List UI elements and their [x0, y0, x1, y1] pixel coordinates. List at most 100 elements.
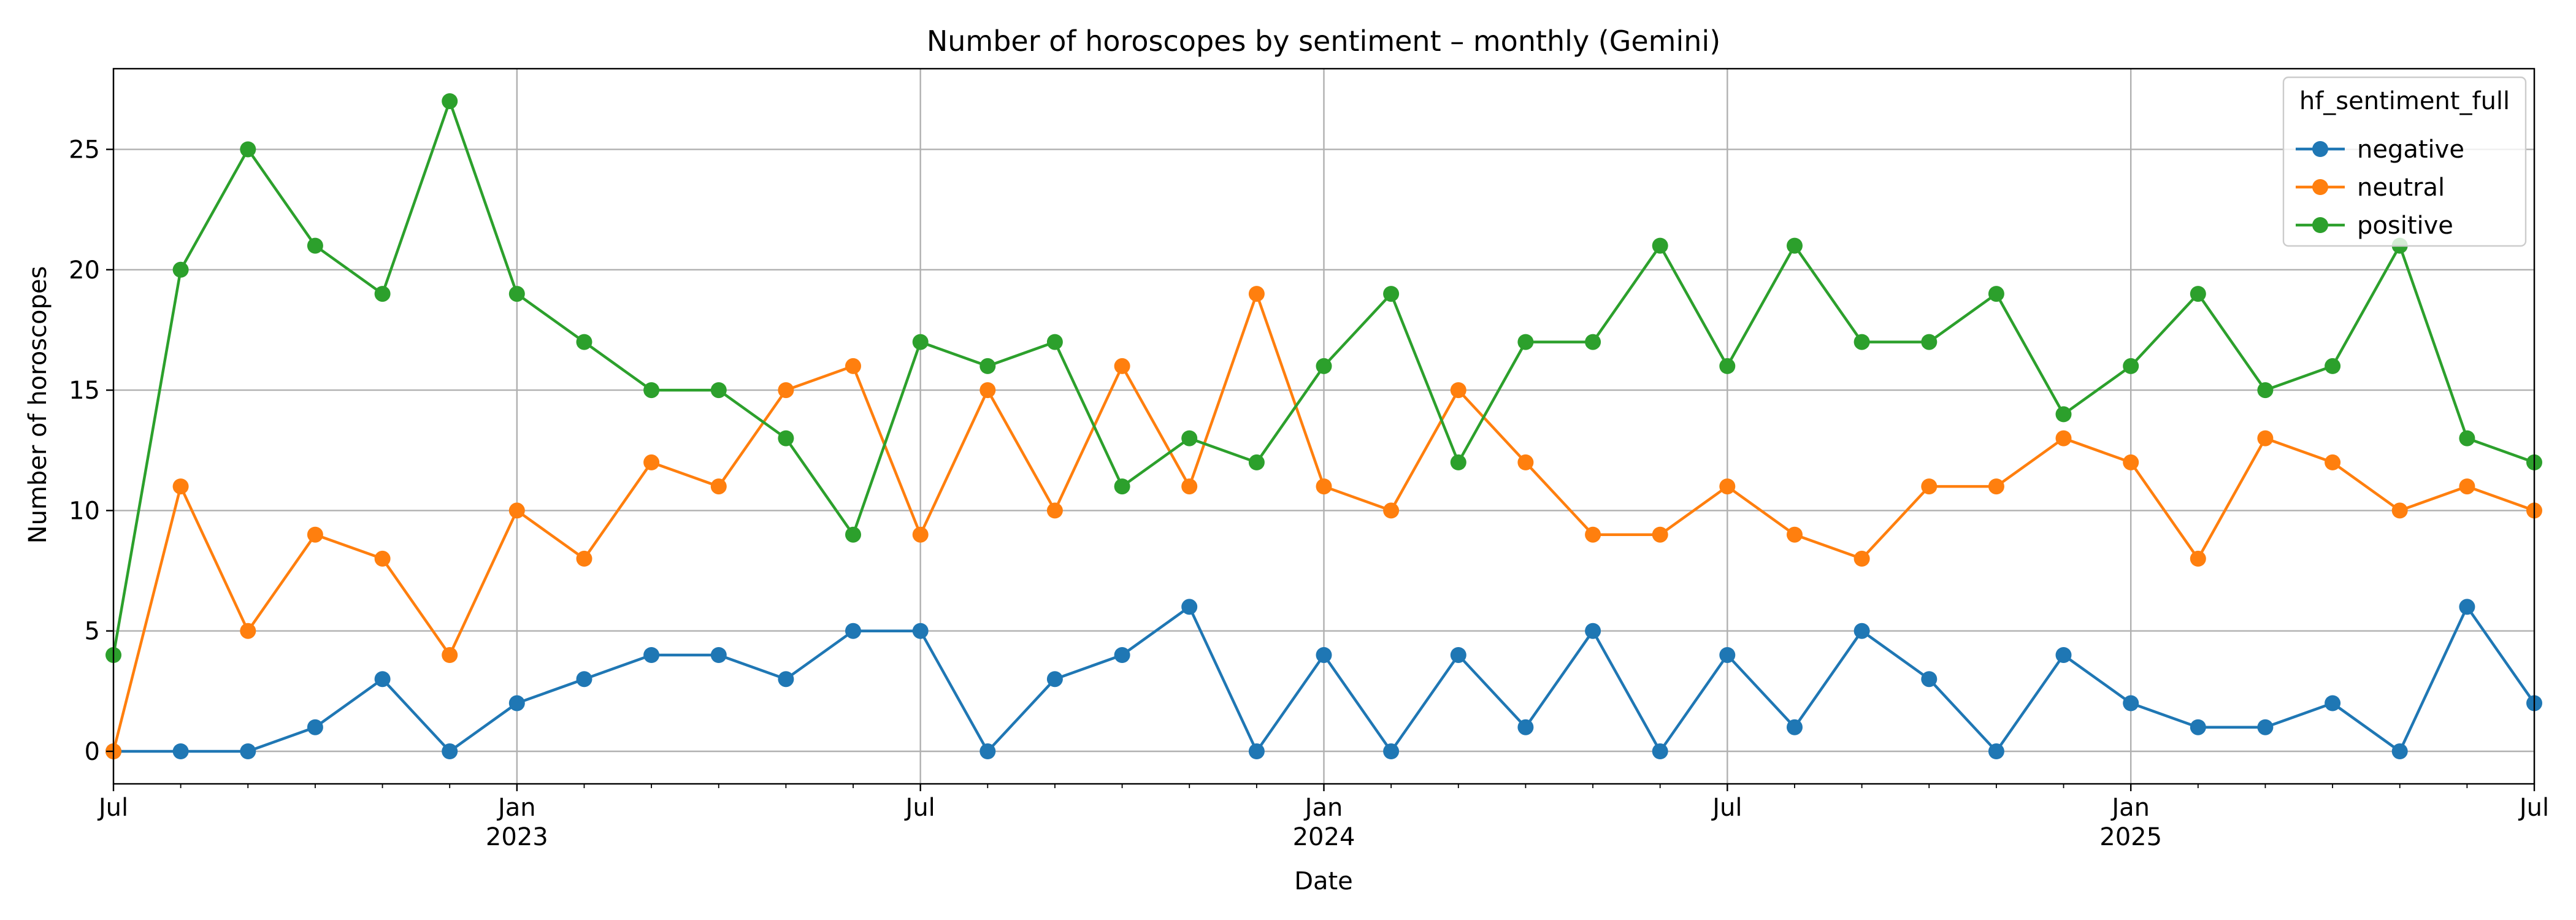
data-point-positive — [2257, 382, 2274, 399]
data-point-neutral — [643, 454, 660, 470]
data-point-positive — [912, 334, 929, 350]
x-tick-label: Jan — [1303, 794, 1343, 822]
data-point-negative — [2190, 719, 2206, 735]
data-point-negative — [508, 695, 525, 711]
y-tick-label: 5 — [85, 618, 100, 646]
x-tick-label: Jul — [1711, 794, 1742, 822]
data-point-positive — [1114, 478, 1130, 495]
data-point-negative — [1921, 671, 1938, 688]
data-point-neutral — [2123, 454, 2139, 470]
legend-label-negative: negative — [2357, 136, 2464, 164]
data-point-positive — [2123, 358, 2139, 374]
series-layer — [105, 93, 2542, 759]
data-point-positive — [172, 261, 189, 278]
data-point-positive — [845, 526, 861, 543]
x-tick-year-label: 2025 — [2099, 823, 2162, 851]
data-point-neutral — [2257, 430, 2274, 447]
data-point-negative — [1316, 647, 1332, 663]
data-point-neutral — [576, 550, 592, 567]
data-point-neutral — [1988, 478, 2004, 495]
data-point-positive — [1517, 334, 1534, 350]
data-point-positive — [2325, 358, 2341, 374]
data-point-neutral — [1046, 502, 1063, 519]
data-point-positive — [307, 237, 323, 254]
x-tick-label: Jan — [496, 794, 536, 822]
legend: hf_sentiment_full negative neutral positive — [2282, 76, 2527, 247]
x-tick-label: Jul — [97, 794, 128, 822]
data-point-neutral — [979, 382, 996, 399]
legend-label-positive: positive — [2357, 212, 2453, 240]
data-point-positive — [710, 382, 727, 399]
data-point-negative — [2123, 695, 2139, 711]
data-point-neutral — [172, 478, 189, 495]
data-point-positive — [1046, 334, 1063, 350]
y-tick-label: 20 — [69, 256, 100, 285]
x-tick-label: Jan — [2110, 794, 2150, 822]
data-point-negative — [845, 623, 861, 639]
data-point-negative — [172, 743, 189, 759]
data-point-neutral — [307, 526, 323, 543]
data-point-positive — [442, 93, 458, 109]
data-point-positive — [1652, 237, 1668, 254]
data-point-neutral — [442, 647, 458, 663]
legend-marker-positive — [2312, 217, 2328, 233]
data-point-negative — [1517, 719, 1534, 735]
data-point-negative — [2257, 719, 2274, 735]
legend-marker-neutral — [2312, 179, 2328, 195]
legend-marker-negative — [2312, 141, 2328, 157]
data-point-positive — [1248, 454, 1265, 470]
data-point-negative — [979, 743, 996, 759]
data-point-neutral — [1787, 526, 1803, 543]
data-point-neutral — [508, 502, 525, 519]
data-point-positive — [1921, 334, 1938, 350]
data-point-positive — [1787, 237, 1803, 254]
data-point-neutral — [2055, 430, 2072, 447]
y-axis-label: Number of horoscopes — [24, 266, 52, 544]
data-point-neutral — [240, 623, 256, 639]
data-point-neutral — [845, 358, 861, 374]
data-point-positive — [1181, 430, 1198, 447]
data-point-positive — [1450, 454, 1466, 470]
data-point-neutral — [778, 382, 794, 399]
y-tick-label: 0 — [85, 738, 100, 766]
data-point-negative — [442, 743, 458, 759]
data-point-negative — [1853, 623, 1870, 639]
legend-box — [2282, 76, 2527, 247]
data-point-neutral — [1921, 478, 1938, 495]
data-point-neutral — [2459, 478, 2475, 495]
data-point-negative — [1046, 671, 1063, 688]
data-point-neutral — [710, 478, 727, 495]
data-point-neutral — [1652, 526, 1668, 543]
data-point-negative — [1988, 743, 2004, 759]
x-tick-year-label: 2024 — [1293, 823, 1355, 851]
data-point-negative — [1181, 599, 1198, 615]
data-point-negative — [1450, 647, 1466, 663]
data-point-neutral — [1383, 502, 1400, 519]
data-point-neutral — [1585, 526, 1601, 543]
data-point-negative — [778, 671, 794, 688]
y-tick-label: 10 — [69, 497, 100, 525]
data-point-neutral — [1853, 550, 1870, 567]
data-point-positive — [643, 382, 660, 399]
data-point-negative — [1787, 719, 1803, 735]
legend-label-neutral: neutral — [2357, 174, 2445, 202]
data-point-neutral — [374, 550, 391, 567]
data-point-negative — [2055, 647, 2072, 663]
data-point-negative — [2391, 743, 2408, 759]
data-point-neutral — [1450, 382, 1466, 399]
data-point-negative — [912, 623, 929, 639]
data-point-positive — [1853, 334, 1870, 350]
data-point-positive — [1719, 358, 1736, 374]
data-point-positive — [2055, 406, 2072, 423]
data-point-positive — [1988, 286, 2004, 302]
data-point-positive — [979, 358, 996, 374]
data-point-negative — [1652, 743, 1668, 759]
data-point-negative — [576, 671, 592, 688]
chart-title: Number of horoscopes by sentiment – mont… — [927, 25, 1720, 58]
data-point-negative — [710, 647, 727, 663]
data-point-neutral — [912, 526, 929, 543]
data-point-negative — [643, 647, 660, 663]
